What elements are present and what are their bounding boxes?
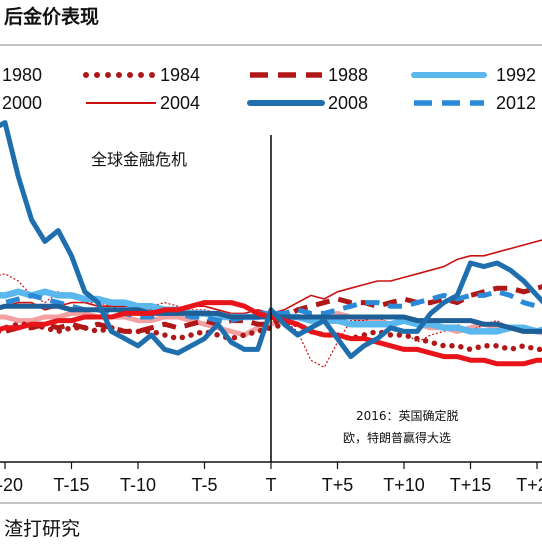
legend-label-1984: 1984 <box>160 65 200 85</box>
annotation-2016-line2: 欧，特朗普赢得大选 <box>343 430 451 445</box>
legend-label-2008: 2008 <box>328 93 368 113</box>
series-line-unlabeled-9 <box>0 300 542 367</box>
x-tick-label: T-20 <box>0 475 23 495</box>
x-tick-label: T-5 <box>191 475 217 495</box>
x-tick-label: T+10 <box>383 475 425 495</box>
legend-label-2012: 2012 <box>496 93 536 113</box>
chart-title: 后金价表现 <box>4 6 100 28</box>
legend-label-2004: 2004 <box>160 93 200 113</box>
x-axis-ticks: T-20 T-15 T-10 T-5 T T+5 T+10 T+15 T+20 <box>0 462 542 495</box>
legend-label-2000: 2000 <box>2 93 42 113</box>
annotation-2016-line1: 2016：英国确定脱 <box>356 408 459 423</box>
series-line-2008 <box>0 120 542 360</box>
legend-label-1988: 1988 <box>328 65 368 85</box>
x-tick-label: T+20 <box>516 475 542 495</box>
x-tick-label: T-10 <box>120 475 156 495</box>
series-line-2012 <box>0 289 542 324</box>
legend-label-1980: 1980 <box>2 65 42 85</box>
x-tick-label: T-15 <box>53 475 89 495</box>
annotation-gfc: 全球金融危机 <box>91 150 187 169</box>
legend-label-1992: 1992 <box>496 65 536 85</box>
legend: 1980 1984 1988 1992 2000 2004 2008 2012 <box>2 65 536 113</box>
source-note: 渣打研究 <box>4 518 81 540</box>
x-tick-label: T <box>266 475 277 495</box>
plot-area <box>0 120 542 368</box>
x-tick-label: T+5 <box>322 475 354 495</box>
x-tick-label: T+15 <box>450 475 492 495</box>
series-line-unlabeled-8 <box>0 303 542 334</box>
